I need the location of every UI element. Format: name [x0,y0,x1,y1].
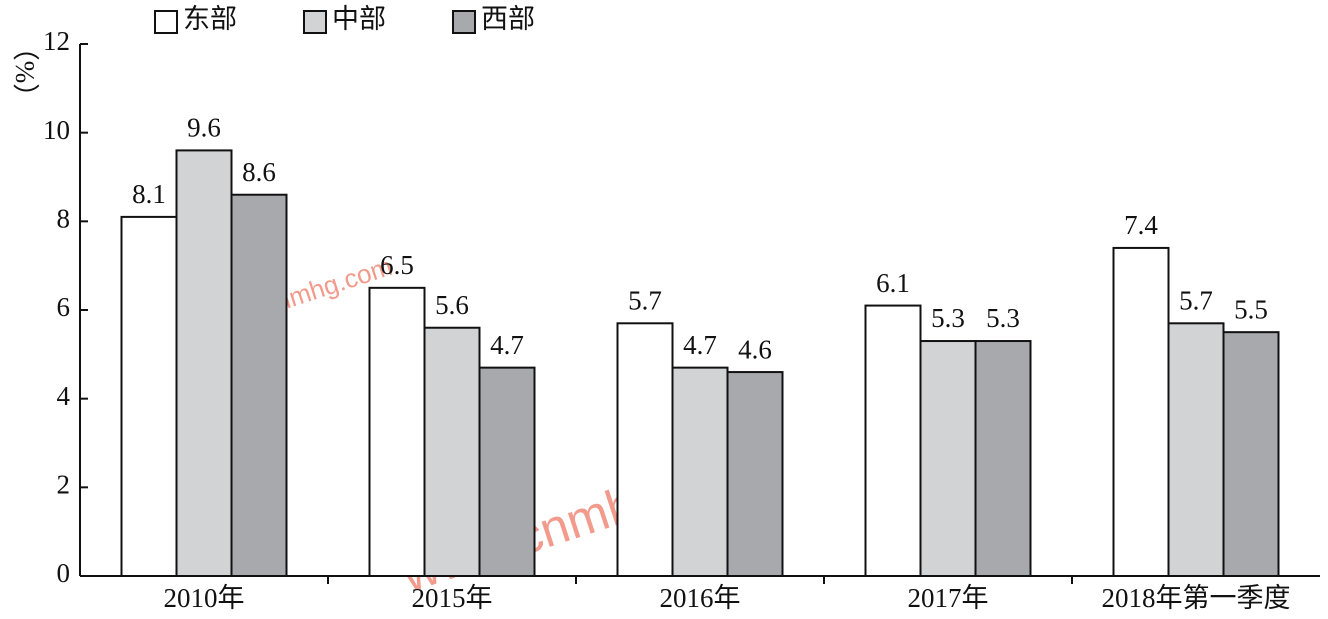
data-label: 5.5 [1234,294,1268,324]
data-label: 4.7 [683,330,717,360]
x-tick-label: 2018年第一季度 [1102,583,1291,613]
bar [230,193,288,577]
y-tick-label: 6 [57,292,71,322]
bar [1222,331,1280,577]
data-label: 8.1 [132,179,166,209]
x-tick-label: 2017年 [908,583,989,613]
legend-label: 中部 [332,4,386,34]
data-label: 4.7 [490,330,524,360]
bar [671,366,729,577]
bar [919,340,977,577]
y-tick-label: 0 [57,558,71,588]
bar [864,304,922,577]
bar [726,371,784,578]
data-label: 8.6 [242,157,276,187]
legend-label: 西部 [481,4,535,34]
data-label: 7.4 [1124,210,1158,240]
bar [423,326,481,577]
data-label: 6.1 [876,268,910,298]
y-tick-label: 8 [57,204,71,234]
data-label: 5.3 [986,303,1020,333]
bar [1167,322,1225,577]
y-tick-label: 12 [43,26,70,56]
bar [616,322,674,577]
bar [175,149,233,577]
bar [478,366,536,577]
y-tick-label: 2 [57,470,71,500]
x-tick-label: 2015年 [412,583,493,613]
bar [120,215,178,577]
y-tick-label: 4 [57,381,71,411]
legend-swatch [452,10,476,34]
bar [368,286,426,577]
x-tick-label: 2016年 [660,583,741,613]
bar [974,340,1032,577]
y-tick-label: 10 [43,115,70,145]
data-label: 4.6 [738,334,772,364]
y-axis-label: （%） [10,34,40,111]
x-tick-label: 2010年 [164,583,245,613]
data-label: 5.3 [931,303,965,333]
data-label: 5.7 [1179,286,1213,316]
data-label: 5.7 [628,286,662,316]
legend-label: 东部 [183,4,237,34]
data-label: 6.5 [380,250,414,280]
legend-swatch [303,10,327,34]
data-label: 5.6 [435,290,469,320]
data-label: 9.6 [187,113,221,143]
legend-swatch [154,10,178,34]
bar [1112,246,1170,578]
